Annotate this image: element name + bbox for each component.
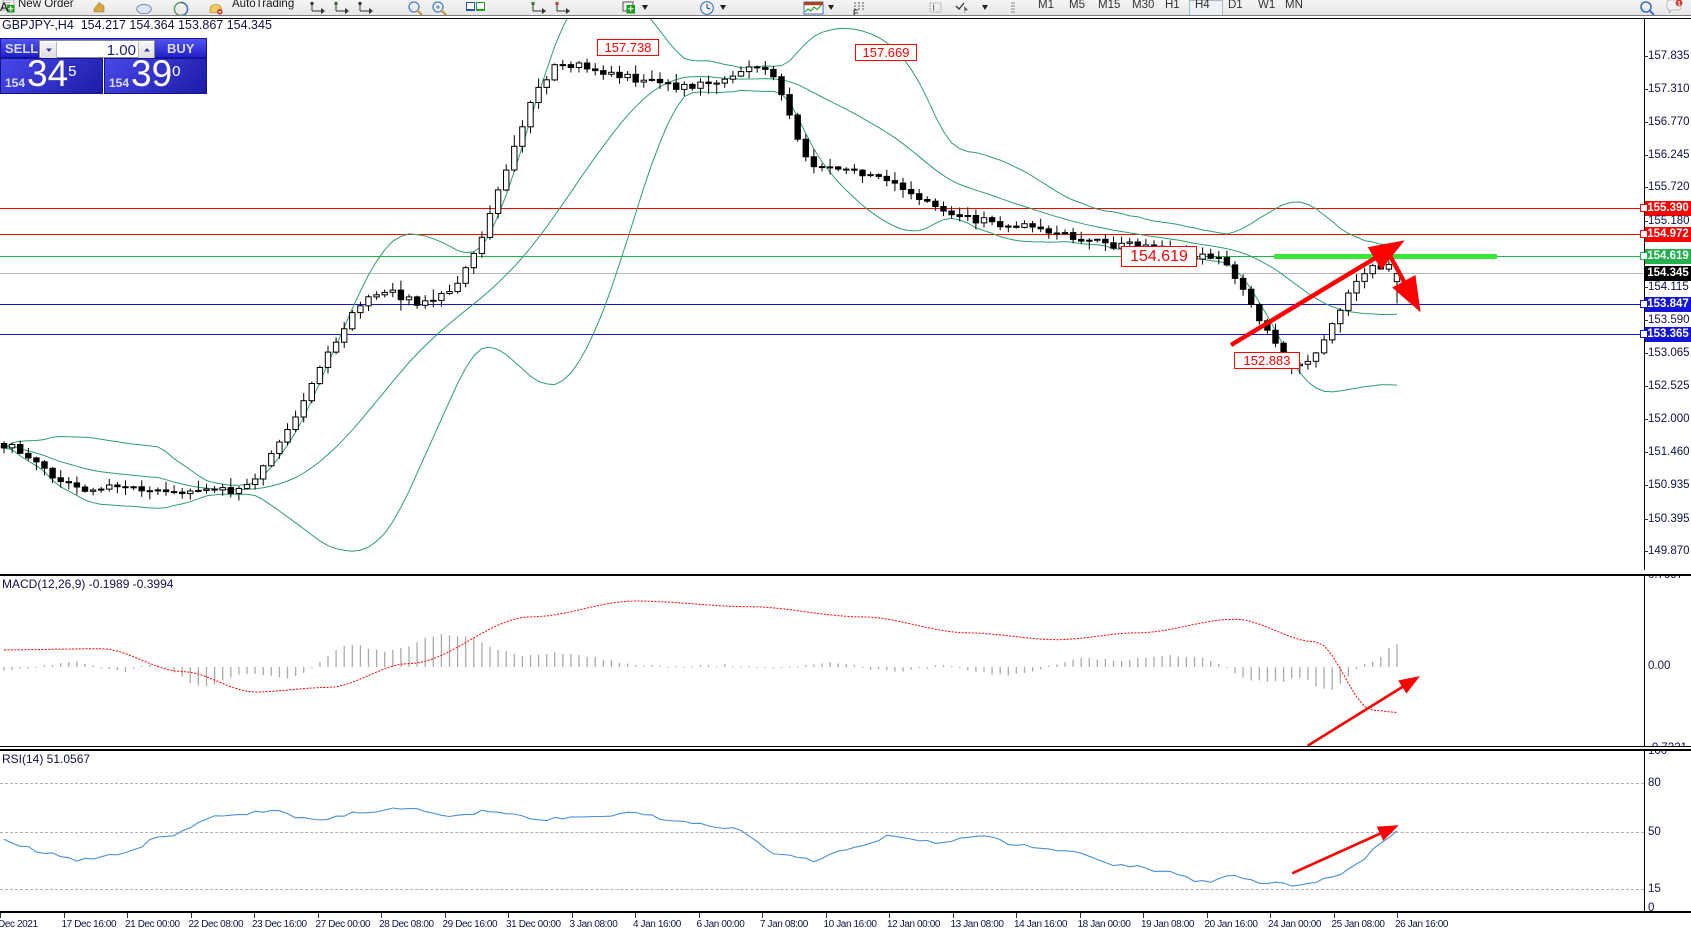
svg-text:F: F xyxy=(853,8,859,16)
svg-text:I: I xyxy=(933,3,935,13)
